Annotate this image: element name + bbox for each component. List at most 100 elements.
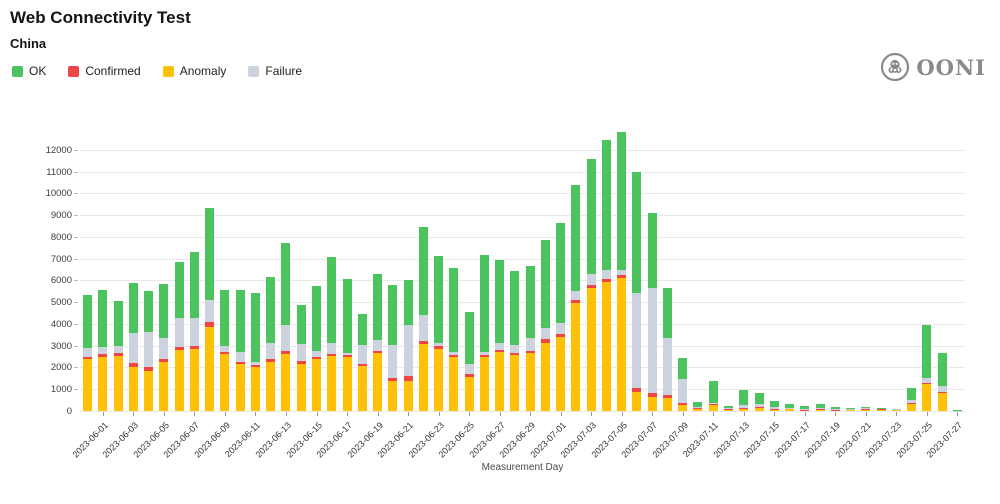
bar-2023-07-23-failure[interactable] bbox=[891, 408, 901, 410]
bar-2023-07-27-failure[interactable] bbox=[952, 410, 962, 412]
bar-2023-07-21-failure[interactable] bbox=[861, 408, 871, 410]
bar-2023-07-02-anomaly[interactable] bbox=[571, 303, 581, 411]
bar-2023-06-19-anomaly[interactable] bbox=[373, 353, 383, 411]
bar-2023-06-09-confirmed[interactable] bbox=[220, 352, 230, 354]
bar-2023-06-19-failure[interactable] bbox=[373, 340, 383, 351]
bar-2023-06-05-anomaly[interactable] bbox=[159, 362, 169, 411]
bar-2023-06-25-failure[interactable] bbox=[464, 364, 474, 375]
bar-2023-07-11-confirmed[interactable] bbox=[708, 404, 718, 406]
bar-2023-07-08-anomaly[interactable] bbox=[662, 397, 672, 411]
bar-2023-07-21-confirmed[interactable] bbox=[861, 409, 871, 411]
bar-2023-07-10-failure[interactable] bbox=[693, 406, 703, 408]
bar-2023-06-17-confirmed[interactable] bbox=[342, 355, 352, 357]
bar-2023-07-09-failure[interactable] bbox=[678, 379, 688, 403]
bar-2023-06-03-failure[interactable] bbox=[128, 333, 138, 364]
bar-2023-06-03-anomaly[interactable] bbox=[128, 367, 138, 411]
legend-item-ok[interactable]: OK bbox=[12, 64, 46, 78]
bar-2023-07-25-anomaly[interactable] bbox=[922, 383, 932, 411]
bar-2023-07-06-confirmed[interactable] bbox=[632, 388, 642, 392]
bar-2023-06-23-ok[interactable] bbox=[434, 255, 444, 343]
bar-2023-07-14-confirmed[interactable] bbox=[754, 407, 764, 409]
bar-2023-06-15-failure[interactable] bbox=[312, 350, 321, 357]
bar-2023-07-02-confirmed[interactable] bbox=[571, 299, 581, 304]
bar-2023-06-11-confirmed[interactable] bbox=[250, 365, 260, 368]
bar-2023-06-16-ok[interactable] bbox=[327, 257, 337, 344]
bar-2023-06-29-anomaly[interactable] bbox=[525, 353, 535, 411]
bar-2023-06-16-confirmed[interactable] bbox=[327, 353, 337, 356]
bar-2023-07-24-failure[interactable] bbox=[907, 400, 917, 404]
bar-2023-06-29-failure[interactable] bbox=[525, 338, 535, 351]
bar-2023-06-29-ok[interactable] bbox=[525, 265, 535, 339]
bar-2023-07-19-confirmed[interactable] bbox=[830, 410, 840, 412]
bar-2023-07-13-failure[interactable] bbox=[739, 405, 749, 409]
bar-2023-06-01-failure[interactable] bbox=[98, 346, 108, 354]
bar-2023-07-11-failure[interactable] bbox=[708, 402, 718, 405]
bar-2023-06-30-ok[interactable] bbox=[540, 239, 550, 329]
bar-2023-07-22-ok[interactable] bbox=[876, 408, 886, 410]
bar-2023-06-20-failure[interactable] bbox=[388, 344, 398, 378]
bar-2023-07-12-failure[interactable] bbox=[723, 408, 733, 410]
bar-2023-07-22-anomaly[interactable] bbox=[876, 409, 886, 411]
bar-2023-06-16-failure[interactable] bbox=[327, 343, 337, 354]
bar-2023-06-06-failure[interactable] bbox=[174, 317, 184, 347]
bar-2023-06-22-failure[interactable] bbox=[418, 314, 428, 341]
legend-item-anomaly[interactable]: Anomaly bbox=[162, 64, 226, 78]
bar-2023-06-18-anomaly[interactable] bbox=[357, 366, 367, 411]
bar-2023-06-08-failure[interactable] bbox=[205, 300, 215, 323]
bar-2023-06-12-anomaly[interactable] bbox=[266, 361, 276, 411]
bar-2023-06-06-confirmed[interactable] bbox=[174, 346, 184, 351]
bar-2023-06-24-failure[interactable] bbox=[449, 352, 459, 356]
bar-2023-06-01-anomaly[interactable] bbox=[98, 356, 108, 411]
bar-2023-06-04-anomaly[interactable] bbox=[144, 370, 154, 411]
bar-2023-07-11-ok[interactable] bbox=[708, 380, 718, 403]
bar-2023-07-07-failure[interactable] bbox=[647, 288, 657, 394]
bar-2023-06-17-ok[interactable] bbox=[342, 279, 352, 353]
bar-2023-06-21-confirmed[interactable] bbox=[403, 375, 413, 381]
bar-2023-06-06-ok[interactable] bbox=[174, 262, 184, 318]
bar-2023-07-09-ok[interactable] bbox=[678, 358, 688, 380]
bar-2023-06-28-anomaly[interactable] bbox=[510, 355, 520, 411]
bar-2023-06-24-ok[interactable] bbox=[449, 268, 459, 353]
legend-item-confirmed[interactable]: Confirmed bbox=[68, 64, 141, 78]
bar-2023-07-04-confirmed[interactable] bbox=[601, 278, 611, 283]
bar-2023-06-22-confirmed[interactable] bbox=[418, 340, 428, 344]
bar-2023-06-27-confirmed[interactable] bbox=[495, 349, 505, 352]
bar-2023-07-04-failure[interactable] bbox=[601, 270, 611, 279]
bar-2023-06-29-confirmed[interactable] bbox=[525, 350, 535, 354]
bar-2023-07-08-failure[interactable] bbox=[662, 338, 672, 395]
bar-2023-06-14-failure[interactable] bbox=[296, 343, 306, 361]
legend-item-failure[interactable]: Failure bbox=[248, 64, 302, 78]
bar-2023-07-26-ok[interactable] bbox=[937, 353, 947, 387]
bar-2023-06-03-confirmed[interactable] bbox=[128, 363, 138, 368]
bar-2023-06-11-ok[interactable] bbox=[250, 293, 260, 362]
bar-2023-07-13-anomaly[interactable] bbox=[739, 408, 749, 411]
bar-2023-07-17-failure[interactable] bbox=[800, 408, 810, 410]
bar-2023-07-02-failure[interactable] bbox=[571, 291, 581, 300]
bar-2023-06-28-failure[interactable] bbox=[510, 344, 520, 353]
bar-2023-06-22-ok[interactable] bbox=[418, 227, 428, 315]
bar-2023-05-31-ok[interactable] bbox=[83, 294, 93, 349]
bar-2023-07-08-confirmed[interactable] bbox=[662, 394, 672, 398]
bar-2023-06-24-anomaly[interactable] bbox=[449, 356, 459, 411]
bar-2023-06-05-ok[interactable] bbox=[159, 283, 169, 339]
bar-2023-07-01-failure[interactable] bbox=[556, 322, 566, 335]
bar-2023-06-23-confirmed[interactable] bbox=[434, 346, 444, 349]
bar-2023-06-28-confirmed[interactable] bbox=[510, 352, 520, 356]
bar-2023-07-04-anomaly[interactable] bbox=[601, 282, 611, 411]
bar-2023-06-21-anomaly[interactable] bbox=[403, 380, 413, 411]
bar-2023-06-04-failure[interactable] bbox=[144, 332, 154, 368]
bar-2023-06-14-ok[interactable] bbox=[296, 304, 306, 344]
bar-2023-07-05-failure[interactable] bbox=[617, 269, 627, 275]
bar-2023-06-08-anomaly[interactable] bbox=[205, 326, 215, 411]
bar-2023-06-23-failure[interactable] bbox=[434, 342, 444, 347]
bar-2023-06-21-failure[interactable] bbox=[403, 325, 413, 376]
bar-2023-06-27-failure[interactable] bbox=[495, 343, 505, 350]
bar-2023-06-02-anomaly[interactable] bbox=[113, 355, 123, 411]
bar-2023-06-10-ok[interactable] bbox=[235, 289, 245, 353]
bar-2023-07-07-confirmed[interactable] bbox=[647, 393, 657, 397]
bar-2023-07-12-anomaly[interactable] bbox=[723, 409, 733, 411]
bar-2023-06-20-ok[interactable] bbox=[388, 284, 398, 345]
bar-2023-07-16-anomaly[interactable] bbox=[785, 408, 795, 411]
bar-2023-06-09-failure[interactable] bbox=[220, 345, 230, 353]
bar-2023-07-06-ok[interactable] bbox=[632, 171, 642, 293]
